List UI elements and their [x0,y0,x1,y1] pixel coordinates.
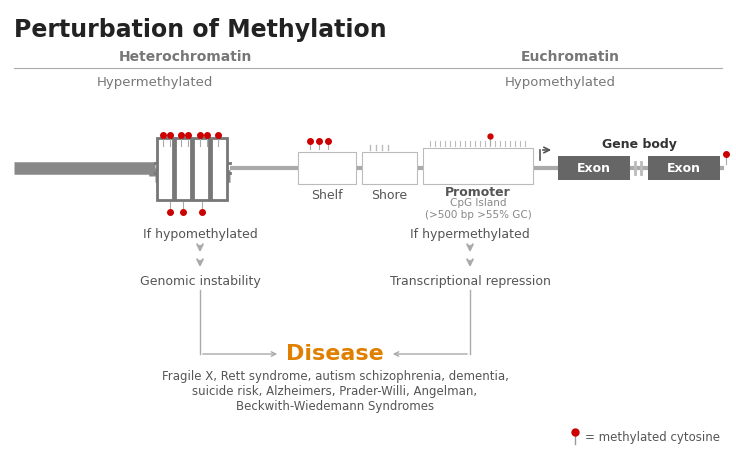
Text: If hypermethylated: If hypermethylated [410,228,530,241]
Text: CpG Island
(>500 bp >55% GC): CpG Island (>500 bp >55% GC) [425,198,531,219]
Text: Exon: Exon [667,162,701,174]
Text: Shore: Shore [372,189,408,202]
Text: Shelf: Shelf [311,189,343,202]
Bar [175,138,191,200]
Text: Gene body: Gene body [601,138,676,151]
Text: Exon: Exon [577,162,611,174]
Text: Transcriptional repression: Transcriptional repression [389,275,551,288]
Text: Fragile X, Rett syndrome, autism schizophrenia, dementia,
suicide risk, Alzheime: Fragile X, Rett syndrome, autism schizop… [162,370,509,413]
Bar [362,152,417,184]
Bar [298,152,356,184]
Text: Hypermethylated: Hypermethylated [97,76,213,89]
Text: Heterochromatin: Heterochromatin [118,50,252,64]
Text: Genomic instability: Genomic instability [140,275,261,288]
Text: Euchromatin: Euchromatin [520,50,620,64]
Bar [558,156,630,180]
Bar [423,148,533,184]
Text: Perturbation of Methylation: Perturbation of Methylation [14,18,386,42]
Bar [157,138,173,200]
Bar [648,156,720,180]
Text: Disease: Disease [286,344,384,364]
Text: Hypomethylated: Hypomethylated [504,76,615,89]
Text: Promoter: Promoter [445,186,511,199]
Bar [211,138,227,200]
Text: If hypomethylated: If hypomethylated [143,228,258,241]
Bar [193,138,209,200]
Text: = methylated cytosine: = methylated cytosine [585,431,720,445]
